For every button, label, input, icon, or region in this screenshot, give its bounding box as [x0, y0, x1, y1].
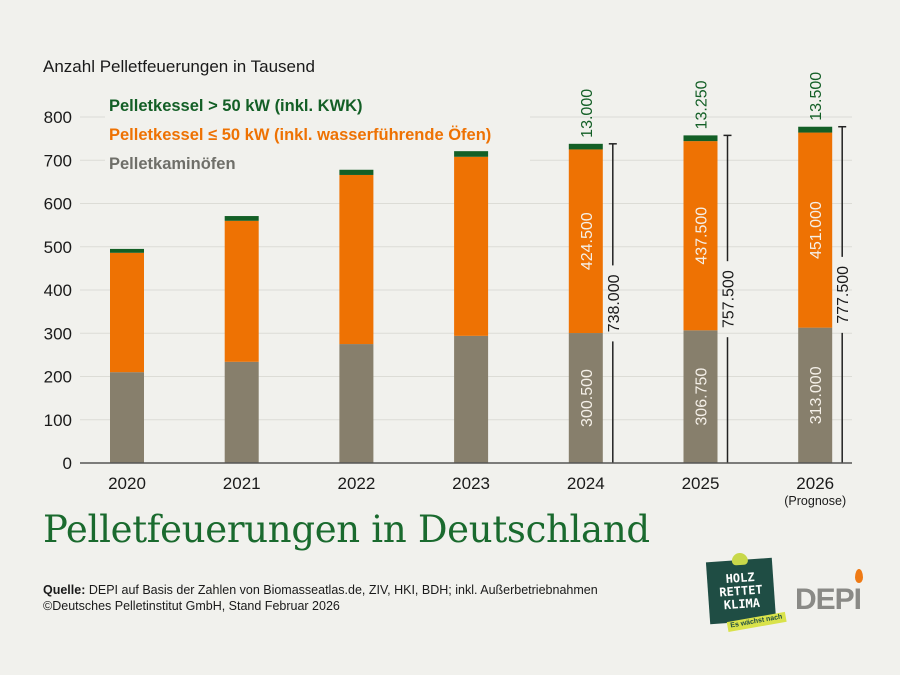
copyright-text: ©Deutsches Pelletinstitut GmbH, Stand Fe… — [43, 599, 340, 613]
y-tick-label: 100 — [44, 411, 72, 430]
total-label: 757.500 — [721, 270, 738, 328]
bar-segment — [339, 174, 374, 345]
data-label: 424.500 — [579, 212, 596, 270]
holz-rettet-klima-logo: HOLZ RETTET KLIMA Es wächst nach — [705, 552, 787, 632]
bar-segment — [568, 149, 603, 334]
bar-segment — [798, 132, 833, 328]
x-tick-label: 2020 — [108, 474, 146, 493]
source-text: DEPI auf Basis der Zahlen von Biomasseat… — [85, 583, 598, 597]
flame-icon — [855, 569, 864, 583]
y-tick-label: 800 — [44, 108, 72, 127]
bar-segment — [798, 126, 833, 133]
y-tick-label: 300 — [44, 324, 72, 343]
bar-segment — [339, 344, 374, 463]
y-tick-label: 700 — [44, 151, 72, 170]
y-tick-label: 200 — [44, 368, 72, 387]
bar-segment — [568, 143, 603, 150]
y-tick-label: 500 — [44, 238, 72, 257]
bar-segment — [683, 135, 718, 142]
x-tick-label: 2025 — [682, 474, 720, 493]
bar-segment — [110, 372, 144, 463]
y-axis-title: Anzahl Pelletfeuerungen in Tausend — [43, 57, 315, 76]
x-tick-label: 2026 — [796, 474, 834, 493]
bar-segment — [454, 156, 489, 336]
legend-item-small-boilers: Pelletkessel ≤ 50 kW (inkl. wasserführen… — [109, 126, 492, 144]
legend-item-stoves: Pelletkaminöfen — [109, 155, 236, 173]
data-label: 300.500 — [579, 369, 596, 427]
source-label: Quelle: — [43, 583, 86, 597]
x-tick-label: 2024 — [567, 474, 605, 493]
depi-logo: DEPI — [795, 569, 864, 617]
bar-segment — [110, 252, 144, 373]
data-label: 437.500 — [694, 207, 711, 265]
bar-segment — [224, 220, 259, 362]
x-tick-label: 2022 — [337, 474, 375, 493]
bar-segment — [224, 361, 259, 463]
y-tick-label: 400 — [44, 281, 72, 300]
legend: Pelletkessel > 50 kW (inkl. KWK) Pelletk… — [109, 92, 491, 179]
bar-segment — [798, 327, 833, 463]
data-label: 451.000 — [808, 201, 825, 259]
total-label: 738.000 — [606, 274, 623, 332]
bar-segment — [568, 333, 603, 463]
y-tick-label: 600 — [44, 195, 72, 214]
x-tick-label: 2023 — [452, 474, 490, 493]
source-note: Quelle: DEPI auf Basis der Zahlen von Bi… — [43, 582, 598, 614]
bar-segment — [454, 335, 489, 463]
legend-item-large-boilers: Pelletkessel > 50 kW (inkl. KWK) — [109, 97, 363, 115]
bar-segment — [454, 151, 489, 157]
chart-headline: Pelletfeuerungen in Deutschland — [43, 508, 650, 551]
bar-segment — [683, 330, 718, 463]
x-tick-sublabel: (Prognose) — [784, 494, 846, 508]
data-label: 13.500 — [808, 72, 825, 121]
bar-segment — [339, 169, 374, 175]
data-label: 13.250 — [694, 80, 711, 129]
data-label: 306.750 — [694, 368, 711, 426]
x-tick-label: 2021 — [223, 474, 261, 493]
x-axis-ticks: 2020 2021 2022 2023 2024 2025 2026(Prognose) — [108, 474, 846, 508]
y-axis-ticks: 0 100 200 300 400 500 600 700 800 — [44, 108, 72, 473]
y-tick-label: 0 — [63, 454, 72, 473]
bar-segment — [224, 216, 259, 221]
total-label: 777.500 — [835, 266, 852, 324]
bar-segment — [110, 248, 144, 253]
data-label: 13.000 — [579, 89, 596, 138]
data-label: 313.000 — [808, 366, 825, 424]
leaf-icon — [731, 552, 749, 566]
depi-logo-text: DEPI — [795, 583, 862, 616]
bar-segment — [683, 141, 718, 331]
bars: 300.500 424.500 13.000 738.000 306.750 437.50… — [110, 72, 852, 463]
